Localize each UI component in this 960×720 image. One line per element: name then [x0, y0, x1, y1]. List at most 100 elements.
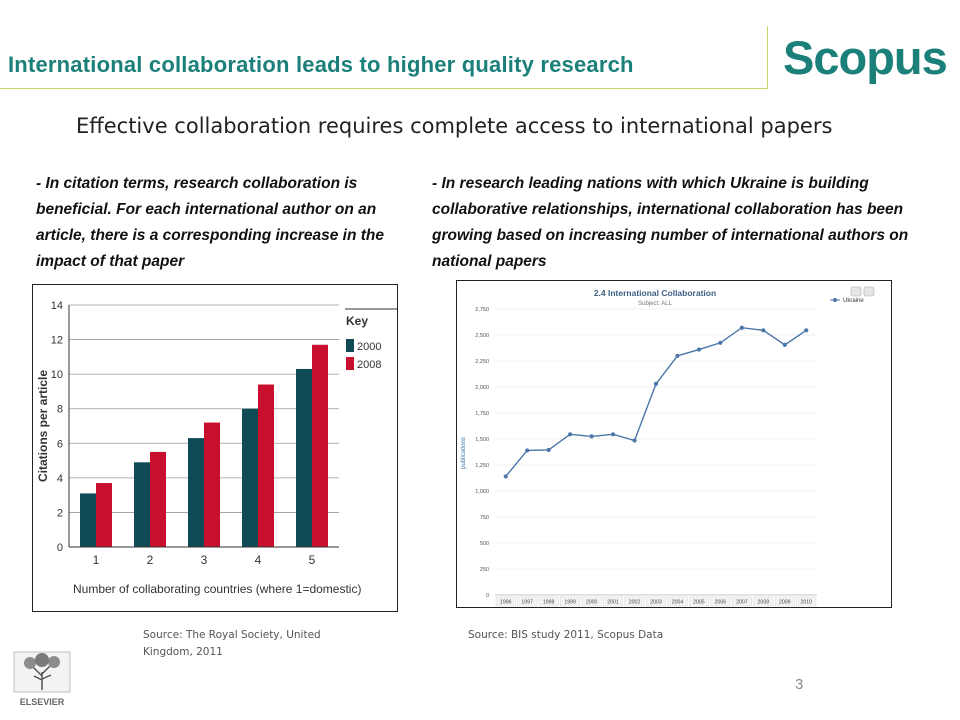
- line-x-tick-box: [796, 596, 817, 607]
- note-right: - In research leading nations with which…: [432, 175, 909, 270]
- bar-x-tick-label: 3: [201, 553, 208, 567]
- bar-legend-title: Key: [346, 314, 368, 328]
- scopus-logo: Scopus: [783, 31, 948, 84]
- bar-2008-2: [150, 451, 166, 547]
- line-y-tick-label: 1,000: [475, 489, 489, 495]
- line-series-Ukraine: [505, 326, 807, 477]
- bar-2008-5: [312, 344, 328, 547]
- line-x-tick-box: [538, 596, 559, 607]
- line-x-tick-box: [646, 596, 666, 607]
- line-x-tick-label: 1997: [521, 600, 533, 606]
- line-x-tick-box: [688, 596, 709, 607]
- collaboration-line-chart: 2.4 International Collaboration Subject:…: [461, 286, 875, 607]
- bar-y-tick-label: 8: [57, 404, 63, 416]
- elsevier-logo: ELSEVIER: [10, 650, 74, 710]
- line-point-1999: [568, 432, 573, 437]
- line-y-axis-label: publications: [461, 437, 467, 469]
- line-x-ticks: 1996 1997 1998 1999 2000 2001 2002 2003 2004 2005…: [495, 596, 817, 607]
- line-y-tick-label: 250: [480, 567, 489, 573]
- line-x-tick-label: 2007: [736, 600, 748, 606]
- bar-legend-swatch-2008: [346, 357, 354, 370]
- line-x-tick-label: 2001: [607, 600, 619, 606]
- line-y-tick-label: 2,000: [475, 385, 489, 391]
- line-x-tick-label: 2009: [779, 600, 791, 606]
- line-point-2001: [610, 432, 616, 437]
- bar-legend-label-2000: 2000: [357, 341, 381, 353]
- line-x-tick-box: [774, 596, 795, 607]
- bar-2000-5: [296, 368, 312, 547]
- logo-divider: [767, 26, 768, 89]
- bar-legend: Key 2000 2008: [345, 308, 397, 371]
- line-x-tick-label: 2006: [715, 600, 727, 606]
- bar-2008-3: [204, 422, 220, 547]
- line-x-tick-box: [581, 596, 602, 607]
- bar-y-tick-label: 10: [51, 369, 63, 381]
- title-divider: [0, 88, 768, 89]
- line-chart-subtitle: Subject: ALL: [638, 301, 672, 307]
- line-y-tick-label: 500: [480, 541, 489, 547]
- bar-2008-4: [258, 384, 274, 547]
- note-left: - In citation terms, research collaborat…: [36, 175, 385, 270]
- bar-x-ticks: 1 2 3 4 5: [93, 553, 316, 567]
- line-point-1996: [503, 474, 508, 479]
- line-y-tick-label: 1,750: [475, 411, 489, 417]
- bar-x-axis-label: Number of collaborating countries (where…: [73, 582, 361, 596]
- line-x-tick-label: 2000: [586, 600, 598, 606]
- line-y-ticks: 0 250 500 750 1,000 1,250 1,500 1,750 2,000 2,250…: [475, 307, 489, 599]
- line-x-tick-label: 2002: [629, 600, 641, 606]
- bar-2008-1: [96, 483, 112, 547]
- slide-title: International collaboration leads to hig…: [8, 52, 634, 77]
- line-x-tick-label: 2004: [672, 600, 684, 606]
- line-point-2003: [653, 381, 659, 386]
- line-x-tick-label: 1999: [564, 600, 576, 606]
- bar-marks: [80, 344, 328, 547]
- bar-y-ticks: 0 2 4 6 8 10 12 14: [51, 300, 63, 554]
- bar-2000-2: [134, 462, 150, 547]
- bar-x-tick-label: 5: [309, 553, 316, 567]
- bar-x-tick-label: 4: [255, 553, 262, 567]
- line-x-tick-box: [560, 596, 581, 607]
- line-chart-frame: 2.4 International Collaboration Subject:…: [456, 280, 892, 608]
- line-x-tick-box: [495, 596, 516, 607]
- line-marks: [503, 325, 809, 479]
- bar-x-tick-label: 2: [147, 553, 154, 567]
- bar-2000-1: [80, 493, 96, 547]
- line-point-1997: [525, 448, 530, 453]
- bar-y-tick-label: 14: [51, 300, 63, 312]
- bar-y-tick-label: 2: [57, 507, 63, 519]
- line-point-2010: [804, 328, 809, 333]
- line-point-2006: [718, 340, 723, 345]
- line-y-tick-label: 1,250: [475, 463, 489, 469]
- line-y-tick-label: 750: [480, 515, 489, 521]
- line-point-2000: [589, 434, 594, 439]
- elsevier-tree-icon: ELSEVIER: [13, 651, 71, 707]
- line-y-tick-label: 1,500: [475, 437, 489, 443]
- line-point-1998: [546, 447, 551, 453]
- bar-legend-swatch-2000: [346, 339, 354, 352]
- bar-y-tick-label: 12: [51, 335, 63, 347]
- line-y-tick-label: 0: [486, 593, 489, 599]
- line-point-2009: [782, 342, 787, 347]
- bar-y-tick-label: 6: [57, 438, 63, 450]
- line-x-tick-box: [731, 596, 752, 607]
- line-x-tick-label: 2008: [758, 600, 770, 606]
- line-y-tick-label: 2,500: [475, 333, 489, 339]
- source-left: Source: The Royal Society, United Kingdo…: [143, 629, 321, 658]
- print-icon[interactable]: [850, 286, 862, 297]
- download-icon[interactable]: [863, 286, 875, 297]
- page-number: 3: [795, 676, 804, 693]
- line-x-tick-box: [603, 596, 623, 607]
- line-x-tick-label: 2010: [800, 600, 812, 606]
- line-legend: Ukraine: [830, 298, 864, 304]
- elsevier-wordmark: ELSEVIER: [20, 697, 65, 707]
- line-gridlines: [495, 308, 817, 596]
- bar-x-tick-label: 1: [93, 553, 100, 567]
- bar-2000-3: [188, 438, 204, 547]
- line-legend-label: Ukraine: [843, 298, 864, 304]
- line-point-2002: [632, 438, 637, 443]
- bar-y-tick-label: 0: [57, 542, 63, 554]
- line-x-tick-box: [624, 596, 645, 607]
- line-point-2007: [739, 325, 744, 330]
